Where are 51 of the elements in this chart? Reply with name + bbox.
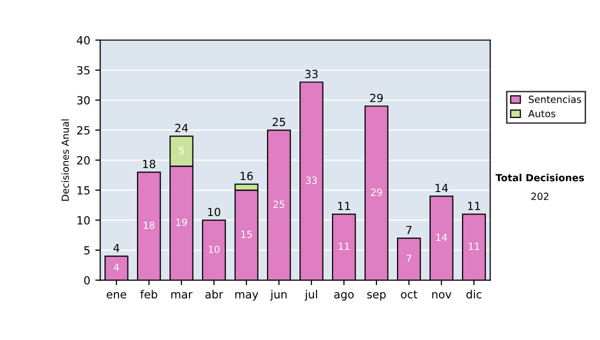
data-label: 33: [306, 176, 317, 184]
text: 202: [531, 192, 548, 200]
total-label: 4: [113, 244, 120, 252]
y-tick-label: 40: [76, 36, 90, 44]
data-label: 11: [338, 242, 350, 250]
data-label: 19: [176, 218, 187, 226]
legend-label: Autos: [528, 110, 556, 118]
data-label: 5: [179, 146, 184, 154]
data-label: 10: [208, 246, 220, 253]
total-label: 33: [305, 70, 318, 78]
x-tick-label: ago: [334, 292, 354, 301]
data-label: 7: [406, 254, 412, 262]
total-label: 29: [370, 94, 383, 102]
legend-label: Sentencias: [528, 95, 582, 104]
total-label: 18: [143, 160, 156, 168]
y-tick-label: 35: [77, 66, 90, 75]
data-label: 15: [241, 230, 252, 238]
x-tick-label: sep: [367, 292, 386, 301]
total-label: 11: [468, 202, 480, 210]
x-tick-label: abr: [205, 290, 224, 298]
total-label: 25: [272, 118, 286, 126]
x-tick-label: ene: [106, 292, 126, 298]
x-tick-label: nov: [432, 292, 452, 298]
y-tick-label: 10: [78, 216, 90, 225]
total-label: 11: [338, 202, 350, 210]
data-label: 4: [114, 264, 119, 271]
total-label: 24: [175, 124, 188, 132]
x-tick-label: jun: [270, 290, 287, 301]
total-label: 14: [436, 184, 448, 192]
data-label: 14: [436, 234, 448, 241]
y-tick-label: 15: [78, 186, 90, 195]
x-tick-label: jul: [304, 290, 318, 301]
y-tick-label: 30: [77, 96, 90, 105]
x-tick-label: may: [235, 292, 258, 301]
data-label: 18: [144, 222, 154, 229]
x-tick-label: mar: [171, 292, 193, 298]
y-axis-title: Decisiones Anual: [61, 119, 69, 201]
text: Total Decisiones: [496, 174, 584, 182]
y-tick-label: 20: [77, 156, 90, 165]
data-label: 25: [273, 200, 284, 208]
total-label: 16: [240, 172, 253, 180]
y-tick-label: 25: [77, 126, 90, 135]
y-tick-label: 0: [84, 276, 90, 285]
total-label: 7: [406, 226, 412, 234]
x-tick-label: oct: [400, 290, 418, 298]
x-tick-label: dic: [466, 290, 482, 298]
x-tick-label: feb: [140, 290, 158, 298]
data-label: 11: [468, 242, 480, 250]
y-tick-label: 5: [84, 246, 90, 255]
data-label: 29: [370, 188, 382, 196]
total-label: 10: [208, 208, 220, 216]
